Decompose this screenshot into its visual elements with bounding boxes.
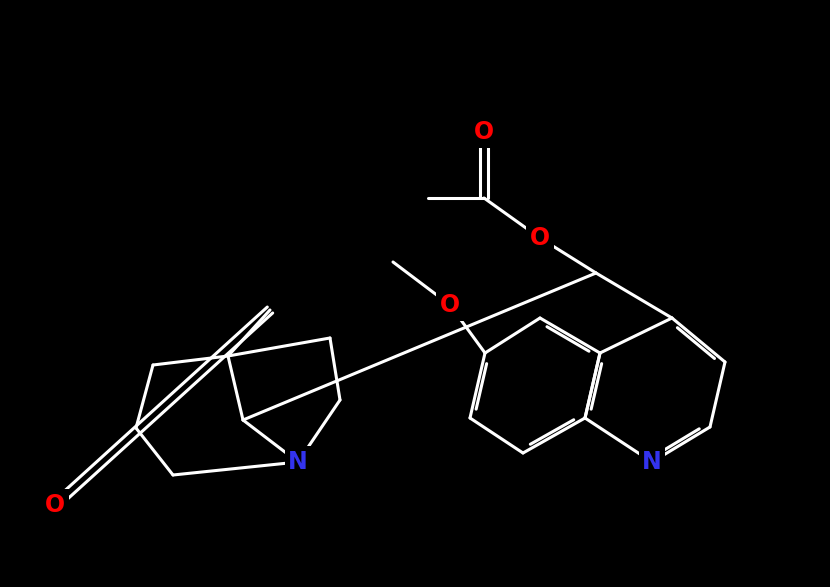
Text: N: N [642, 450, 662, 474]
Text: O: O [530, 226, 550, 250]
Text: O: O [440, 293, 460, 317]
Text: N: N [288, 450, 308, 474]
Text: O: O [474, 120, 494, 144]
Text: O: O [45, 493, 65, 517]
